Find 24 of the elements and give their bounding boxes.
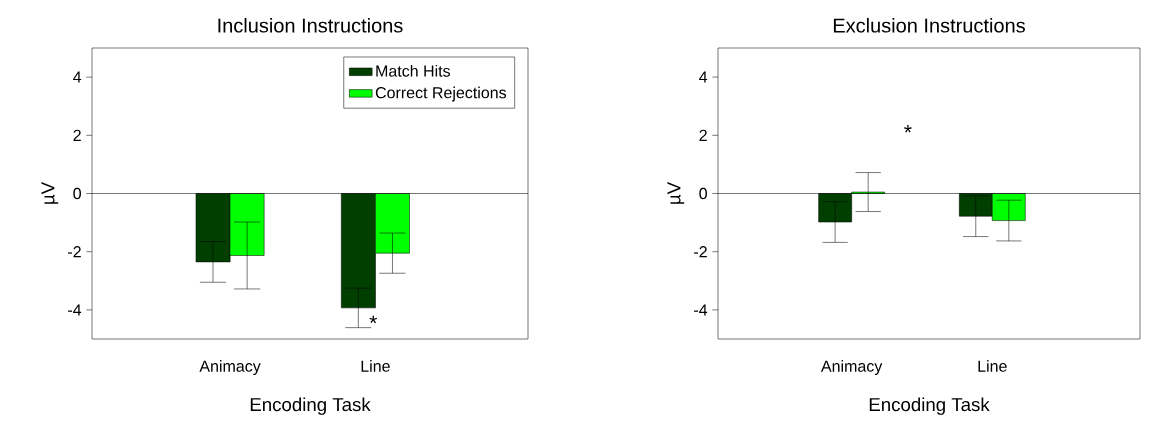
- chart-title: Exclusion Instructions: [833, 17, 1025, 33]
- x-tick-label: Line: [978, 360, 1007, 372]
- annotation: *: [369, 315, 378, 324]
- y-tick-label: 0: [73, 187, 81, 200]
- y-axis-title: µV: [667, 181, 685, 204]
- x-tick-label: Line: [361, 360, 390, 372]
- y-tick-label: 2: [73, 129, 81, 141]
- x-axis-title: Encoding Task: [250, 397, 371, 415]
- y-tick-label: -2: [68, 246, 81, 258]
- y-tick-label: -4: [68, 304, 82, 316]
- x-tick-label: Animacy: [820, 360, 883, 375]
- annotation: *: [904, 125, 912, 133]
- y-tick-label: -4: [694, 304, 708, 316]
- y-tick-label: 0: [699, 187, 707, 200]
- legend-label: Match Hits: [376, 65, 451, 77]
- x-tick-label: Animacy: [199, 360, 261, 375]
- y-axis-title: µV: [41, 181, 59, 204]
- x-axis-title: Encoding Task: [869, 397, 990, 415]
- y-tick-label: -2: [694, 246, 707, 258]
- y-tick-label: 2: [699, 129, 707, 141]
- y-tick-label: 4: [73, 71, 82, 83]
- chart-title: Inclusion Instructions: [218, 17, 403, 33]
- legend-label: Correct Rejections: [375, 86, 507, 102]
- y-tick-label: 4: [699, 71, 708, 83]
